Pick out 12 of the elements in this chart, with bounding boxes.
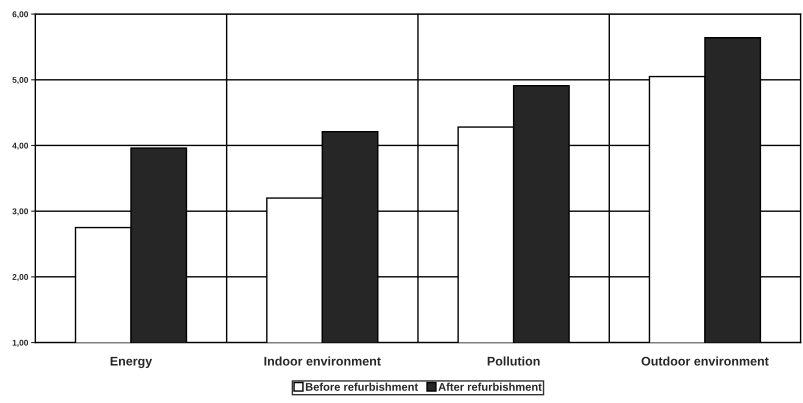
y-tick-label: 6,00	[12, 11, 28, 18]
x-tick-label: Indoor environment	[264, 356, 381, 366]
y-tick-label: 5,00	[12, 76, 28, 84]
y-tick-label: 4,00	[12, 142, 28, 150]
legend-label: After refurbishment	[438, 382, 542, 391]
y-tick-label: 1,00	[12, 340, 28, 347]
y-tick-label: 3,00	[12, 208, 28, 216]
y-tick-label: 2,00	[12, 274, 28, 282]
legend-label: Before refurbishment	[306, 382, 418, 391]
x-tick-label: Energy	[110, 356, 152, 368]
x-tick-label: Pollution	[488, 356, 540, 366]
x-tick-label: Outdoor environment	[642, 356, 769, 366]
